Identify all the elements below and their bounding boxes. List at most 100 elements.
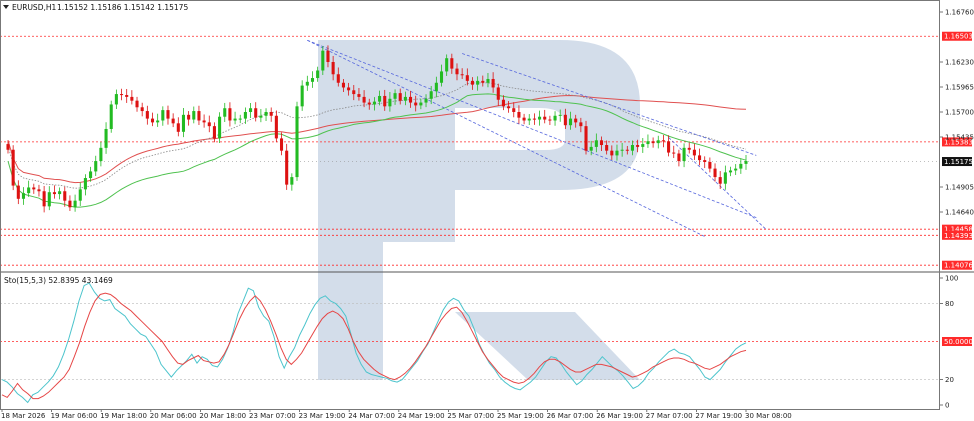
- candle-body: [517, 112, 521, 118]
- candle: [300, 80, 304, 111]
- candle-body: [538, 116, 542, 120]
- candle: [409, 90, 413, 108]
- candle-body: [367, 102, 371, 105]
- candle-body: [522, 117, 526, 121]
- trendline[interactable]: [462, 53, 757, 156]
- candle: [445, 54, 449, 76]
- candle-body: [181, 114, 186, 132]
- candle-body: [58, 191, 62, 195]
- candle: [383, 89, 387, 111]
- candle-body: [393, 93, 397, 99]
- candle: [181, 108, 186, 138]
- candle: [228, 102, 232, 127]
- candle: [145, 105, 149, 125]
- candle: [615, 144, 619, 161]
- candle-body: [218, 116, 222, 139]
- time-tick-label: 23 Mar 07:00: [249, 412, 296, 420]
- candle-body: [445, 58, 449, 72]
- ma-green-line: [7, 93, 747, 208]
- candle-body: [145, 111, 149, 119]
- candle-body: [579, 122, 583, 127]
- stochastic-main-line: [1, 282, 747, 404]
- candle: [187, 111, 191, 126]
- trendline[interactable]: [307, 39, 705, 237]
- candle-body: [197, 111, 201, 121]
- trendline[interactable]: [307, 39, 757, 219]
- candle: [166, 105, 170, 125]
- candle: [568, 111, 573, 130]
- watermark-logo: [318, 40, 640, 380]
- candle-body: [326, 50, 330, 62]
- time-tick-label: 25 Mar 07:00: [447, 412, 494, 420]
- candle: [6, 140, 10, 154]
- candle: [734, 164, 738, 176]
- candle: [83, 174, 87, 196]
- price-label-box: [942, 157, 972, 167]
- candle-body: [744, 161, 748, 164]
- candle: [285, 143, 289, 190]
- candle-body: [682, 147, 686, 162]
- candle-body: [331, 62, 335, 75]
- candle-body: [63, 191, 67, 201]
- stochastic-level-label: 50.0000: [944, 338, 973, 346]
- stochastic-signal-line: [1, 292, 747, 400]
- candle-body: [718, 177, 722, 184]
- candle: [667, 135, 671, 157]
- candle-body: [120, 94, 124, 96]
- candle: [486, 72, 490, 88]
- symbol-menu-icon[interactable]: [3, 5, 9, 9]
- candle-body: [362, 96, 366, 103]
- candle: [52, 185, 56, 199]
- candle: [584, 120, 588, 155]
- candle: [646, 134, 650, 148]
- candle-body: [42, 191, 46, 207]
- time-tick-label: 20 Mar 06:00: [150, 412, 197, 420]
- moving-averages: [7, 82, 747, 208]
- candle-body: [310, 78, 315, 82]
- candle: [439, 64, 444, 87]
- candle-body: [104, 128, 108, 148]
- candle-body: [409, 96, 413, 103]
- candle: [279, 132, 284, 156]
- stochastic-lines: [1, 282, 747, 404]
- price-label-box: [942, 224, 972, 234]
- candle: [470, 77, 475, 90]
- candle-body: [553, 115, 557, 121]
- candle: [78, 182, 82, 206]
- candle-body: [78, 189, 82, 201]
- candle: [589, 140, 593, 156]
- candle-body: [171, 118, 175, 124]
- candle-body: [135, 100, 139, 108]
- time-tick-label: 25 Mar 19:00: [497, 412, 544, 420]
- candle: [527, 114, 531, 126]
- candle: [120, 88, 124, 101]
- candle: [269, 107, 273, 122]
- candle-body: [656, 140, 660, 144]
- candle-body: [476, 80, 480, 85]
- candle-body: [501, 99, 505, 107]
- candle-body: [274, 115, 278, 139]
- candle-body: [507, 106, 511, 109]
- candle: [89, 166, 93, 182]
- candle: [419, 98, 423, 110]
- candle-body: [83, 178, 87, 190]
- candle: [630, 140, 634, 156]
- candle-body: [279, 138, 284, 151]
- candle: [218, 112, 222, 143]
- candle: [692, 143, 696, 160]
- candle: [223, 102, 227, 122]
- candle: [290, 173, 294, 191]
- candle-body: [47, 192, 51, 207]
- candle: [636, 139, 640, 153]
- candle: [414, 95, 418, 112]
- candle-body: [543, 116, 547, 120]
- candle: [73, 194, 77, 212]
- candle-body: [176, 123, 180, 132]
- candle-body: [424, 98, 428, 103]
- candle: [109, 100, 113, 133]
- time-axis: 18 Mar 2026 19 Mar 06:00 19 Mar 18:00 20 Ma…: [1, 409, 792, 420]
- candle-body: [352, 90, 356, 95]
- price-label-box: [942, 260, 972, 270]
- candle-body: [563, 114, 567, 126]
- candle: [718, 171, 722, 189]
